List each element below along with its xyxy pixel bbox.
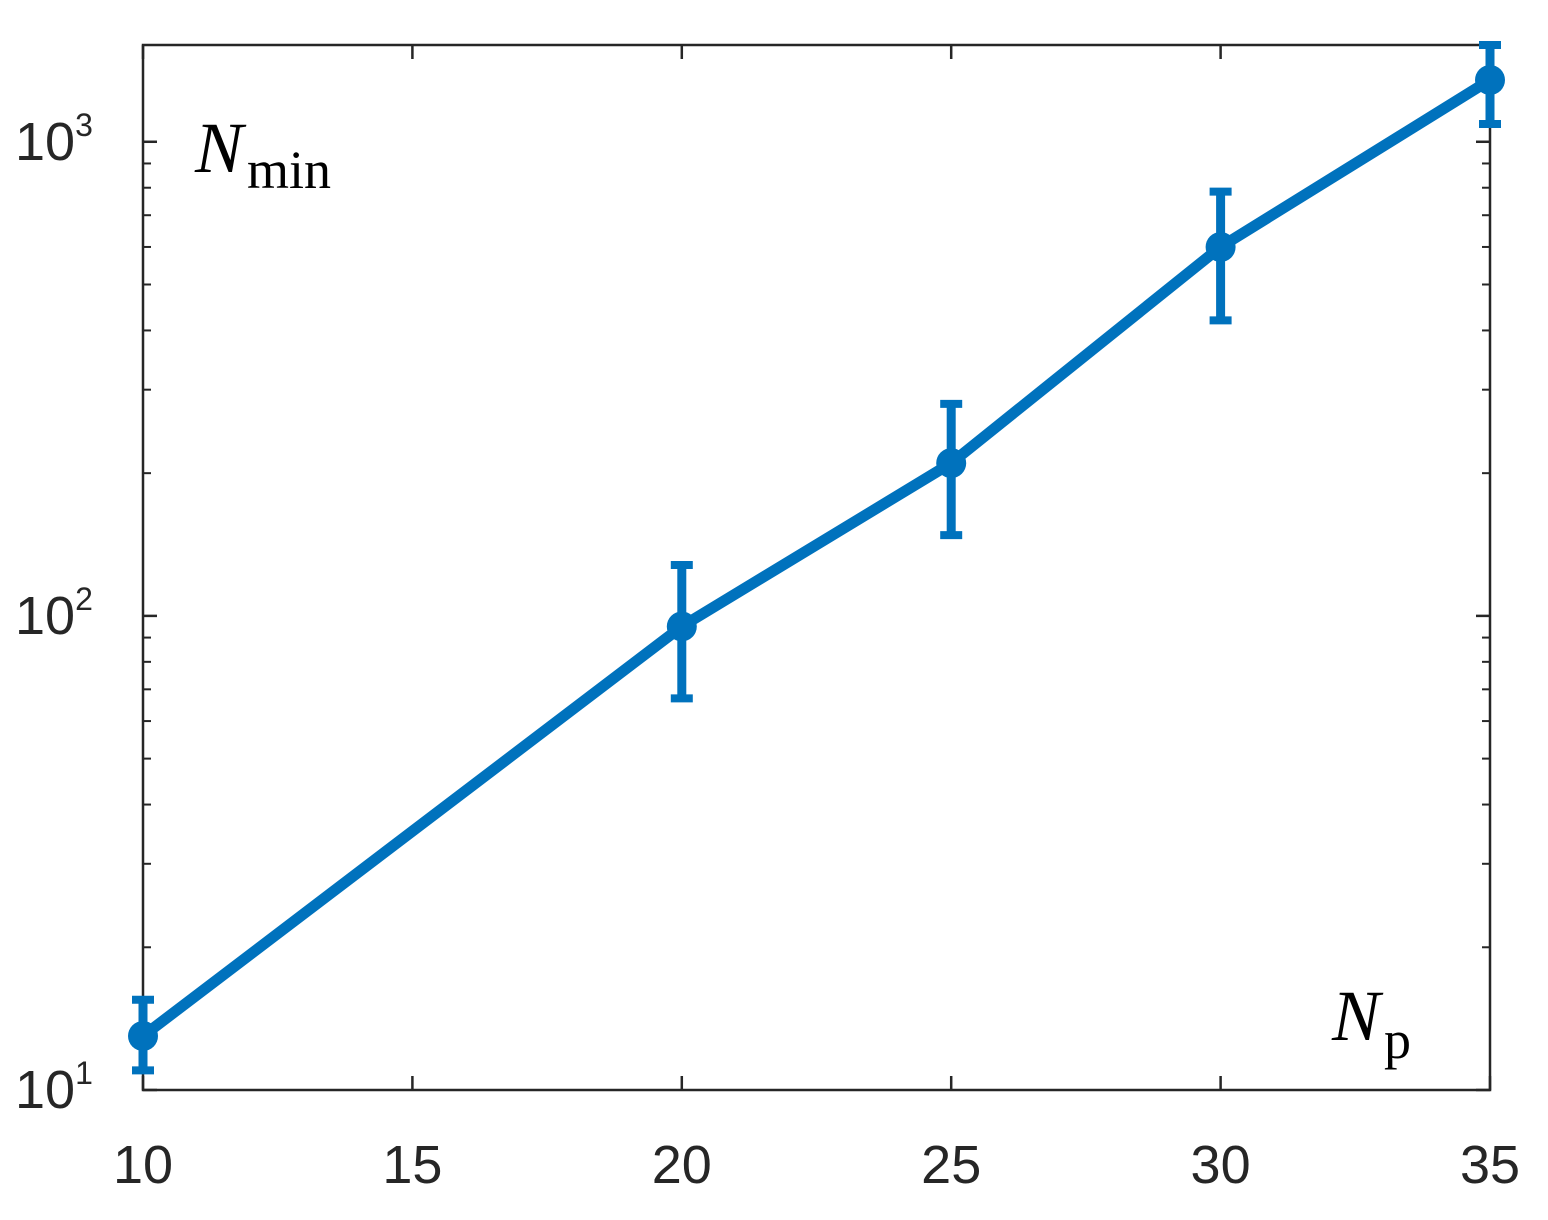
data-point <box>936 448 967 479</box>
y-axis-label: Nmin <box>194 108 331 200</box>
y-tick-label-exponent: 2 <box>75 581 93 617</box>
y-tick-label: 102 <box>15 581 93 646</box>
x-tick-label: 15 <box>382 1135 442 1195</box>
y-axis-label-main: N <box>194 108 247 188</box>
x-tick-label: 30 <box>1191 1135 1251 1195</box>
data-point <box>666 611 697 642</box>
x-ticks: 10 15 20 25 30 35 <box>113 45 1520 1195</box>
y-tick-label-base: 10 <box>15 112 75 172</box>
data-point <box>1205 231 1236 262</box>
x-tick-label: 10 <box>113 1135 173 1195</box>
y-tick-label-base: 10 <box>15 586 75 646</box>
x-tick-label: 35 <box>1460 1135 1520 1195</box>
x-axis-label-main: N <box>1331 976 1384 1056</box>
axes-frame <box>141 43 1492 1092</box>
y-tick-label: 103 <box>15 107 93 172</box>
x-tick-label: 25 <box>921 1135 981 1195</box>
y-axis-label-sub: min <box>247 140 331 200</box>
y-tick-label: 101 <box>15 1055 93 1120</box>
y-tick-label-exponent: 3 <box>75 107 93 143</box>
x-axis-label-sub: p <box>1384 1010 1411 1070</box>
x-axis-label: Np <box>1331 976 1411 1070</box>
series-layer <box>128 41 1505 1075</box>
data-point <box>128 1020 158 1051</box>
series-line <box>137 74 1496 1042</box>
y-tick-label-exponent: 1 <box>75 1055 93 1091</box>
y-tick-label-base: 10 <box>15 1060 75 1120</box>
minor-ticks <box>143 162 1490 949</box>
axes-box <box>141 43 1492 1092</box>
data-point <box>1475 64 1505 95</box>
x-tick-label: 20 <box>652 1135 712 1195</box>
